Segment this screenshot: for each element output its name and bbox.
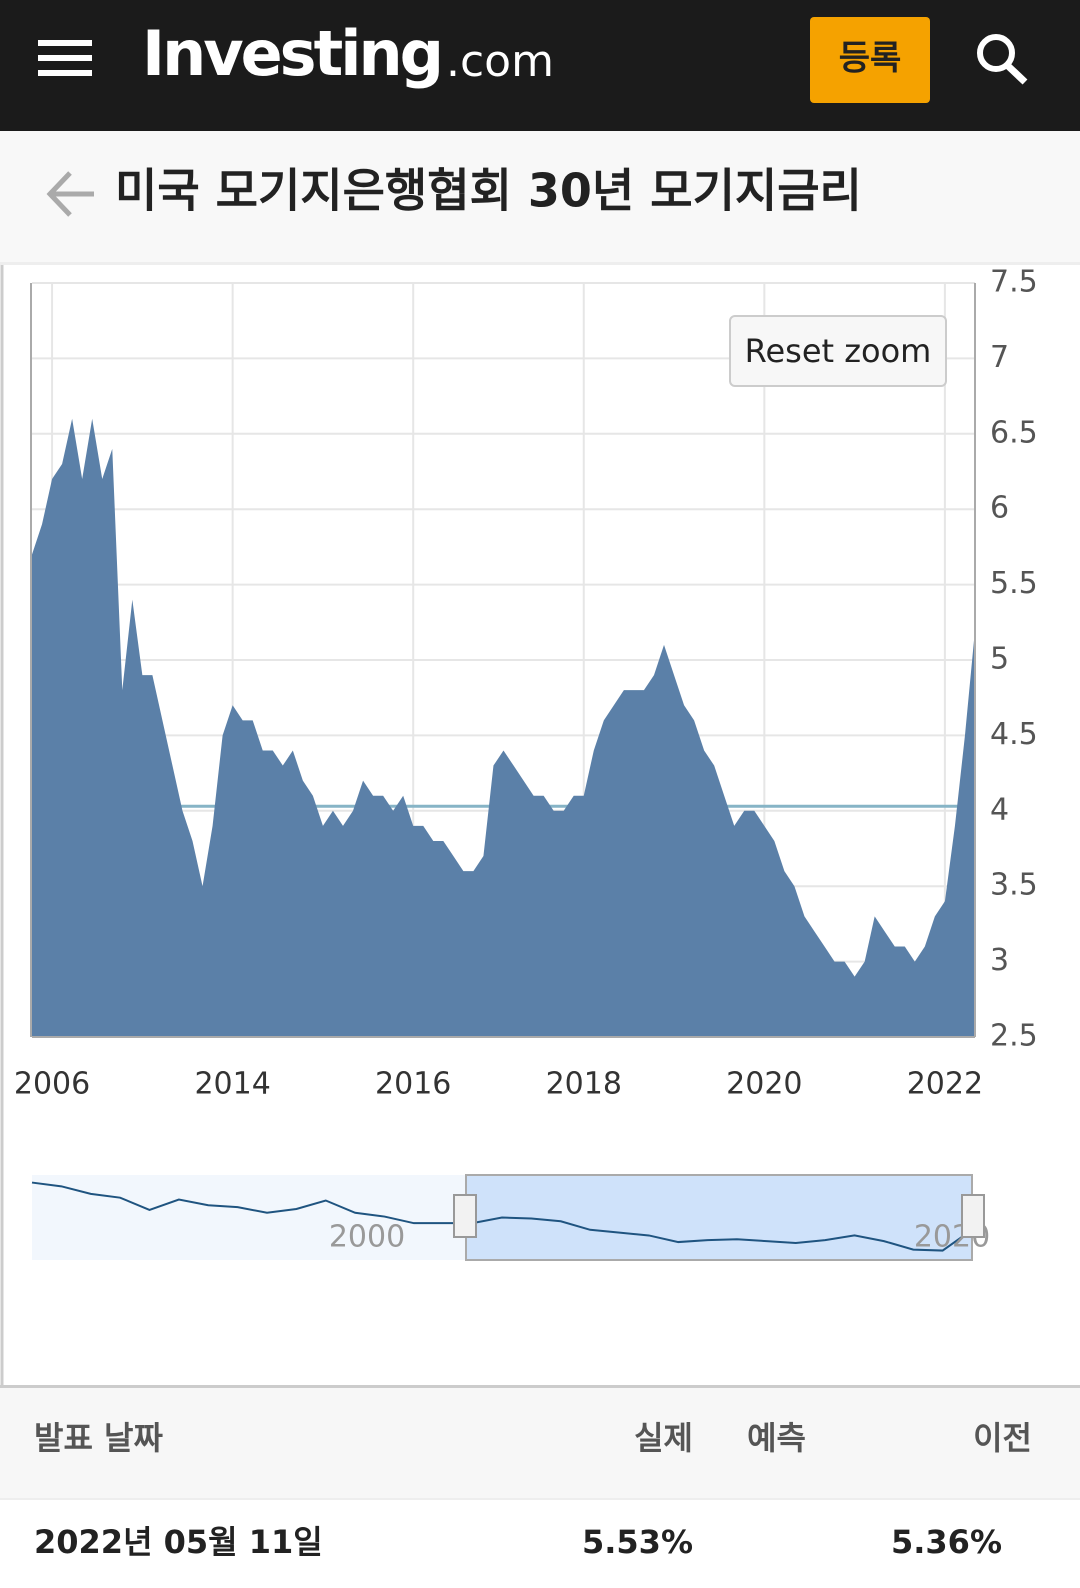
register-label[interactable]: 등록 [839, 39, 902, 79]
top-bar: Investing .com 등록 [0, 0, 1080, 131]
top-bar-svg: Investing .com 등록 [38, 17, 1028, 103]
register-button[interactable] [810, 17, 930, 103]
x-tick-label: 2022 [907, 1067, 983, 1102]
navigator-handle[interactable] [453, 1194, 477, 1238]
x-tick-label: 2016 [375, 1067, 451, 1102]
y-tick-label: 7.5 [990, 265, 1038, 300]
area [32, 418, 975, 1038]
y-tick-label: 4 [990, 792, 1009, 827]
y-tick-label: 3.5 [990, 868, 1038, 903]
navigator-line [31, 1181, 973, 1252]
y-tick-label: 3 [990, 943, 1009, 978]
title-svg: 미국 모기지은행협회 30년 모기지금리 [46, 164, 862, 218]
col-previous: 이전 [973, 1419, 1032, 1457]
row-date: 2022년 05월 11일 [34, 1523, 323, 1561]
chart: 2.5 3 3.5 4 4.5 5 5.5 6 6.5 7 7.5 2006 2014 2016 2018 2… [0, 265, 1038, 1385]
table-header: 발표 날짜 실제 예측 이전 [0, 1385, 1080, 1500]
col-date: 발표 날짜 [34, 1419, 163, 1457]
reset-zoom-button[interactable] [729, 315, 947, 387]
back-button[interactable] [46, 171, 94, 217]
logo[interactable]: Investing [142, 17, 444, 90]
y-tick-label: 4.5 [990, 717, 1038, 752]
search-button[interactable] [977, 34, 1028, 85]
col-actual: 실제 [634, 1419, 693, 1457]
navigator-label: 2000 [329, 1220, 405, 1255]
logo-suffix: .com [446, 36, 554, 87]
y-tick-label: 2.5 [990, 1019, 1038, 1054]
navigator-selection [465, 1174, 973, 1261]
row-actual: 5.53% [582, 1523, 693, 1561]
y-tick-label: 6.5 [990, 415, 1038, 450]
page-title: 미국 모기지은행협회 30년 모기지금리 [115, 164, 862, 218]
reset-zoom-label[interactable]: Reset zoom [745, 332, 932, 370]
y-tick-label: 7 [990, 340, 1009, 375]
col-forecast: 예측 [747, 1419, 806, 1457]
x-tick-label: 2006 [14, 1067, 90, 1102]
y-tick-label: 6 [990, 491, 1009, 526]
title-bar: 미국 모기지은행협회 30년 모기지금리 [0, 131, 1080, 265]
x-tick-label: 2020 [726, 1067, 802, 1102]
menu-button[interactable] [38, 40, 92, 76]
table-row: 2022년 05월 11일 5.53% 5.36% [34, 1523, 1002, 1561]
row-previous: 5.36% [891, 1523, 1002, 1561]
y-tick-label: 5.5 [990, 566, 1038, 601]
x-tick-label: 2018 [546, 1067, 622, 1102]
y-tick-label: 5 [990, 642, 1009, 677]
navigator-handle[interactable] [961, 1194, 985, 1238]
table-header-svg: 발표 날짜 실제 예측 이전 [34, 1419, 1032, 1457]
x-tick-label: 2014 [194, 1067, 270, 1102]
